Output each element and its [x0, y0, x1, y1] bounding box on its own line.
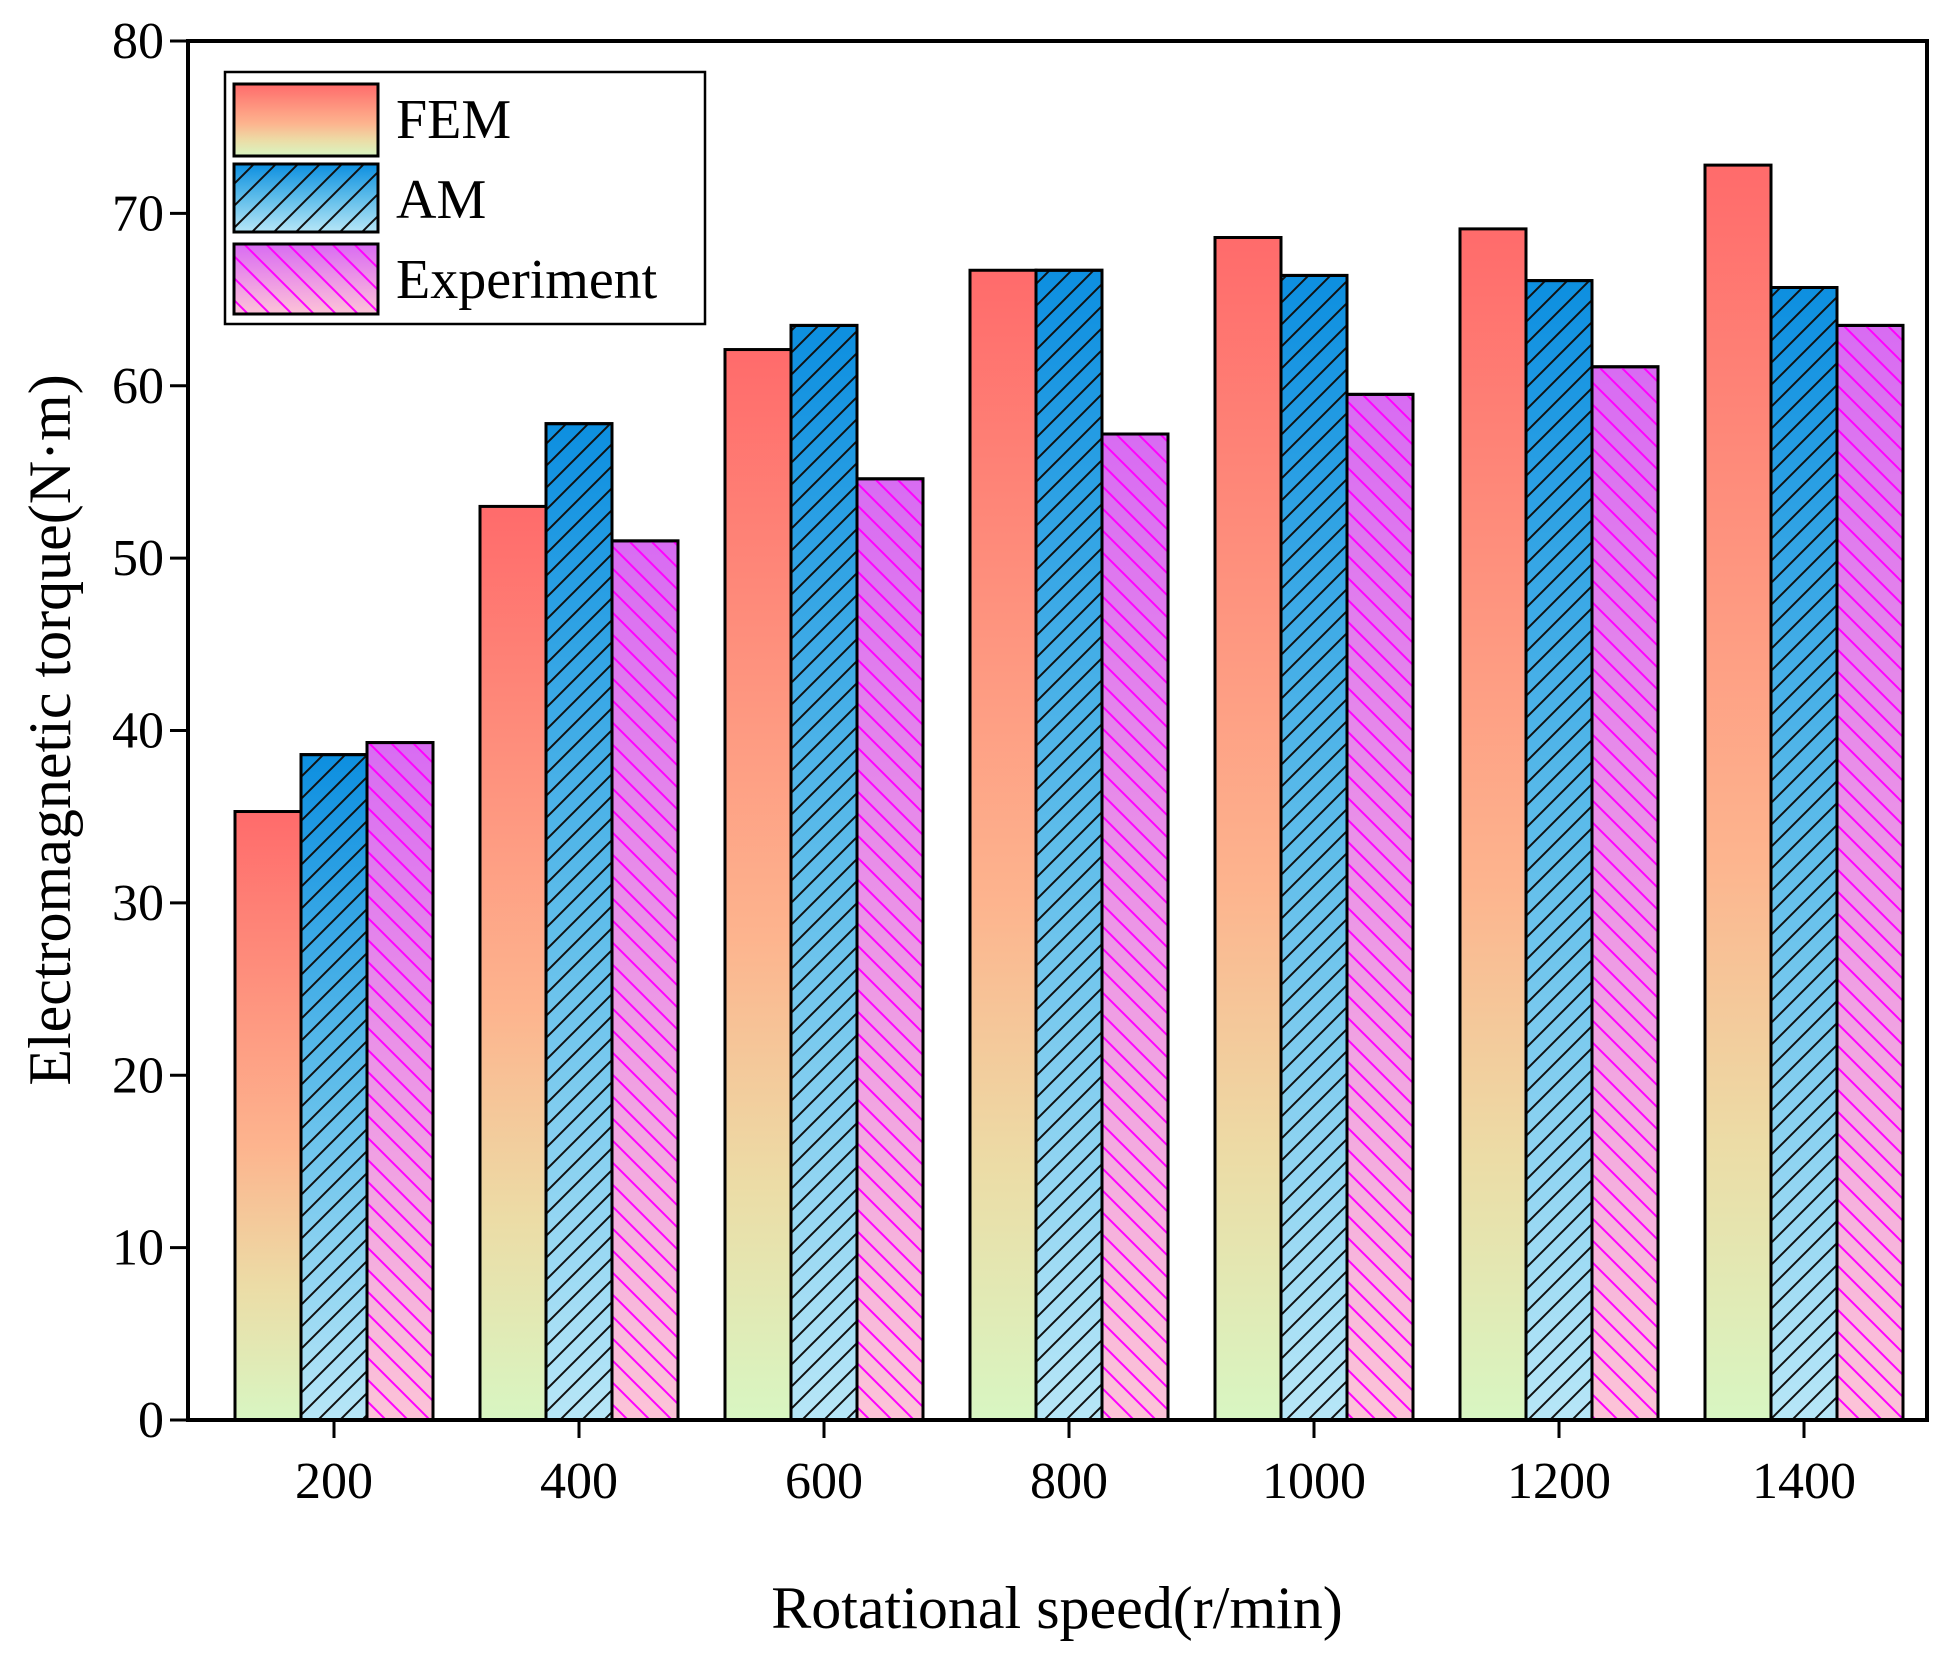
bar-fem-1000: [1213, 236, 1283, 1422]
legend-label-am: AM: [396, 169, 486, 231]
y-tick-label: 80: [112, 13, 164, 70]
bar-experiment-600-hatch: [855, 477, 925, 1422]
bar-fem-600: [723, 348, 793, 1422]
legend-label-fem: FEM: [396, 89, 511, 151]
bar-experiment-400-hatch: [610, 539, 680, 1422]
bar-experiment-1400-hatch: [1835, 323, 1905, 1422]
bar-experiment-200-hatch: [365, 741, 435, 1422]
y-tick-label: 10: [112, 1220, 164, 1277]
x-tick-label: 200: [295, 1453, 373, 1510]
bar-experiment-1000-hatch: [1345, 392, 1415, 1422]
bar-am-200-hatch: [299, 753, 369, 1422]
legend-item-experiment: Experiment: [232, 242, 658, 316]
bars-layer: [233, 163, 1905, 1422]
legend-swatch-am-hatch: [232, 162, 380, 234]
bar-fem-800: [968, 268, 1038, 1422]
x-tick-label: 1200: [1507, 1453, 1611, 1510]
y-tick-label: 70: [112, 185, 164, 242]
y-axis-title: Electromagnetic torque(N·m): [17, 374, 83, 1085]
y-tick-label: 60: [112, 358, 164, 415]
y-tick-label: 0: [138, 1392, 164, 1449]
legend-swatch-experiment-hatch: [232, 242, 380, 316]
bar-am-800-hatch: [1034, 268, 1104, 1422]
legend-item-am: AM: [232, 162, 486, 234]
y-tick-label: 20: [112, 1047, 164, 1104]
bar-experiment-800-hatch: [1100, 432, 1170, 1422]
bar-fem-1200: [1458, 227, 1528, 1422]
x-axis-title: Rotational speed(r/min): [771, 1575, 1343, 1641]
x-tick-label: 1000: [1262, 1453, 1366, 1510]
x-tick-label: 400: [540, 1453, 618, 1510]
bar-am-1000-hatch: [1279, 273, 1349, 1422]
bar-experiment-1200-hatch: [1590, 365, 1660, 1422]
legend: FEM AM Experiment: [223, 70, 707, 326]
y-tick-label: 40: [112, 703, 164, 760]
y-tick-label: 30: [112, 875, 164, 932]
legend-label-experiment: Experiment: [396, 249, 658, 311]
bar-am-400-hatch: [544, 422, 614, 1422]
x-tick-label: 1400: [1752, 1453, 1856, 1510]
y-tick-label: 50: [112, 530, 164, 587]
bar-fem-1400: [1703, 163, 1773, 1422]
legend-swatch-fem: [232, 82, 380, 158]
x-tick-label: 600: [785, 1453, 863, 1510]
x-tick-label: 800: [1030, 1453, 1108, 1510]
bar-fem-200: [233, 810, 303, 1422]
bar-am-1200-hatch: [1524, 279, 1594, 1422]
legend-item-fem: FEM: [232, 82, 511, 158]
bar-am-600-hatch: [789, 323, 859, 1422]
axis-ticks: 0 10 20 30 40 50 60 70 80 200 400 600 800 1000 1200 140…: [112, 13, 1856, 1510]
bar-am-1400-hatch: [1769, 285, 1839, 1422]
bar-fem-400: [478, 504, 548, 1422]
